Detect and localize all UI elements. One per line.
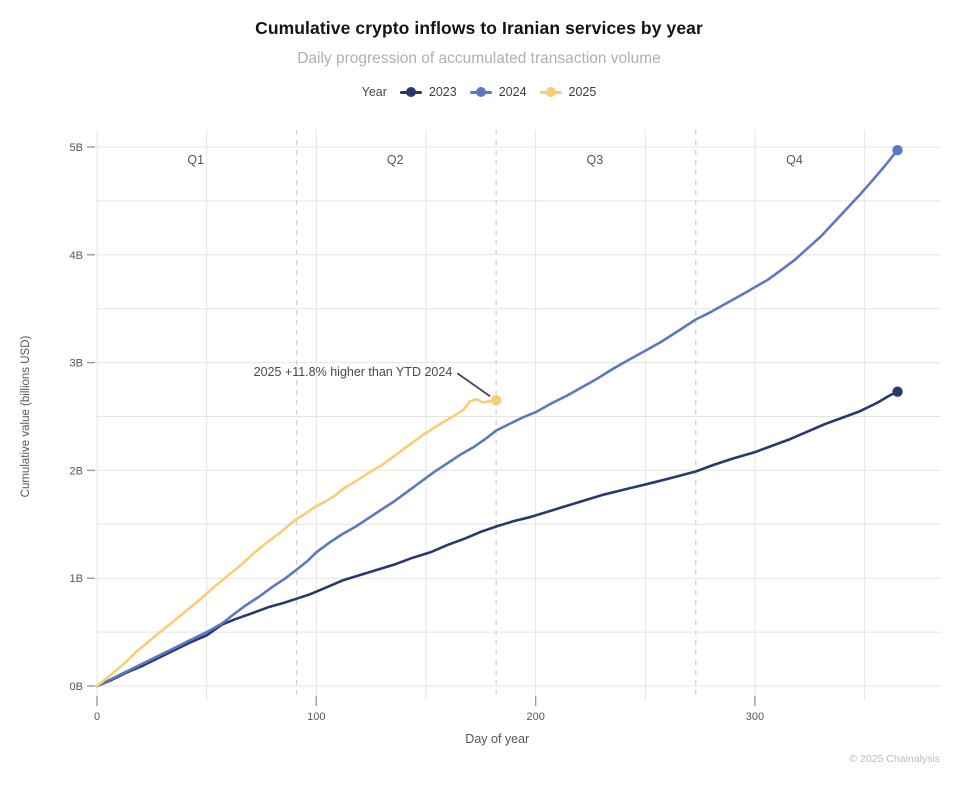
series-endpoint-2023 bbox=[892, 386, 903, 397]
x-tick-label: 0 bbox=[94, 711, 100, 723]
legend-marker-2023-icon bbox=[399, 87, 422, 97]
y-tick-label: 4B bbox=[70, 250, 83, 262]
legend-item-2024[interactable]: 2024 bbox=[469, 85, 527, 99]
x-tick-label: 200 bbox=[526, 711, 544, 723]
series-endpoint-2024 bbox=[892, 145, 903, 156]
annotation-text: 2025 +11.8% higher than YTD 2024 bbox=[254, 365, 453, 379]
legend-marker-2025-icon bbox=[539, 87, 562, 97]
legend-marker-2024-icon bbox=[469, 87, 492, 97]
legend-label-2024: 2024 bbox=[498, 85, 527, 99]
quarter-label: Q3 bbox=[587, 153, 604, 167]
legend-label-2023: 2023 bbox=[428, 85, 457, 99]
series-line-2023 bbox=[95, 390, 899, 688]
legend: Year 2023 2024 2025 bbox=[0, 85, 958, 99]
quarter-label: Q4 bbox=[786, 153, 803, 167]
y-axis-title: Cumulative value (billions USD) bbox=[20, 335, 32, 497]
chart-title: Cumulative crypto inflows to Iranian ser… bbox=[255, 18, 703, 38]
series-line-2024 bbox=[95, 148, 899, 688]
legend-title: Year bbox=[361, 85, 387, 99]
legend-item-2023[interactable]: 2023 bbox=[399, 85, 457, 99]
y-tick-label: 0B bbox=[70, 681, 83, 693]
x-tick-label: 100 bbox=[307, 711, 325, 723]
chart-subtitle: Daily progression of accumulated transac… bbox=[297, 50, 661, 67]
copyright: © 2025 Chainalysis bbox=[849, 753, 940, 765]
annotation-pointer bbox=[456, 372, 491, 398]
y-tick-label: 3B bbox=[70, 358, 83, 370]
y-tick-label: 1B bbox=[70, 573, 83, 585]
quarter-label: Q1 bbox=[187, 153, 204, 167]
legend-item-2025[interactable]: 2025 bbox=[539, 85, 597, 99]
series-line-2025 bbox=[95, 397, 498, 688]
series-endpoint-2025 bbox=[490, 395, 502, 406]
legend-label-2025: 2025 bbox=[568, 85, 597, 99]
y-tick-label: 5B bbox=[70, 142, 83, 154]
x-tick-label: 300 bbox=[746, 711, 764, 723]
quarter-label: Q2 bbox=[387, 153, 404, 167]
x-axis-title: Day of year bbox=[465, 732, 529, 746]
y-tick-label: 2B bbox=[70, 465, 83, 477]
